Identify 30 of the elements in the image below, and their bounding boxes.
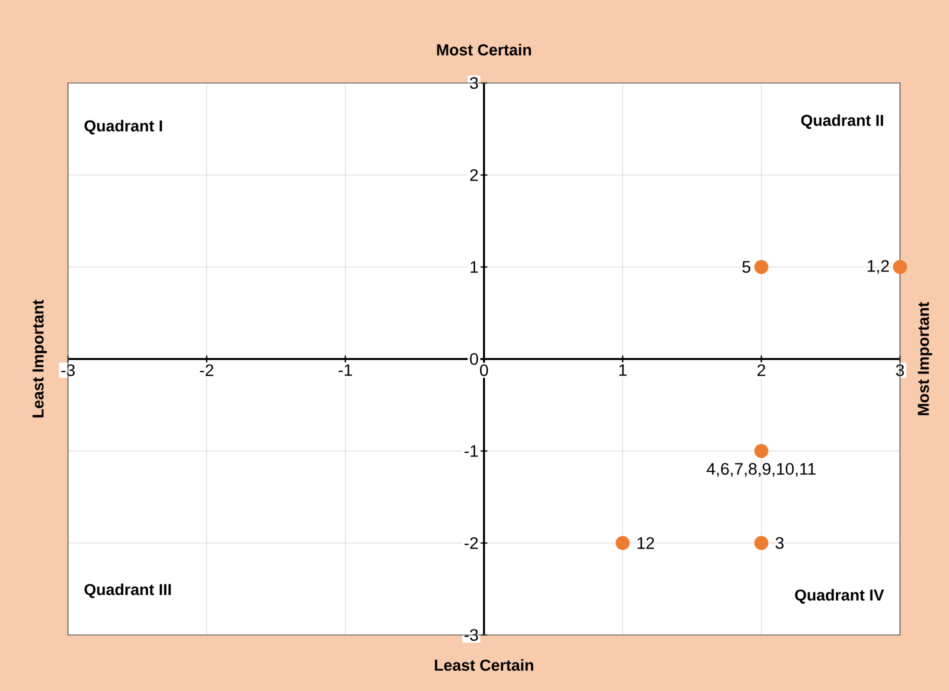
- annotation: Quadrant II: [801, 114, 884, 129]
- y-tick-label: -2: [464, 537, 478, 549]
- y-axis-title: Least Important: [32, 300, 47, 418]
- annotation: Quadrant I: [84, 120, 162, 134]
- x-tick-label: -1: [338, 364, 352, 376]
- x-axis-title: Least Certain: [434, 659, 534, 671]
- point: [754, 260, 768, 274]
- y-tick-label: 1: [470, 261, 478, 273]
- y2-axis-title: Most Important: [918, 302, 932, 416]
- point: [754, 444, 768, 458]
- annotation: Quadrant IV: [795, 589, 884, 604]
- annotation: 12: [638, 537, 654, 549]
- point: [616, 536, 630, 550]
- annotation: 5: [742, 261, 750, 273]
- x-tick-label: 2: [758, 364, 766, 376]
- x-tick-label: -2: [200, 364, 214, 376]
- point: [754, 536, 768, 550]
- annotation: Quadrant III: [84, 584, 171, 598]
- y-tick-label: -1: [464, 445, 478, 457]
- annotation: 1,2: [868, 260, 889, 274]
- x-tick-label: 0: [480, 364, 488, 376]
- y-tick-label: -3: [464, 629, 478, 641]
- annotation: 4,6,7,8,9,10,11: [706, 463, 816, 477]
- x-tick-label: 1: [619, 364, 626, 376]
- y-tick-label: 0: [470, 353, 478, 365]
- y-tick-label: 3: [470, 77, 478, 89]
- chart-title: Most Certain: [437, 44, 531, 56]
- annotation: 3: [776, 537, 784, 549]
- point: [893, 260, 907, 274]
- y-tick-label: 2: [470, 169, 478, 181]
